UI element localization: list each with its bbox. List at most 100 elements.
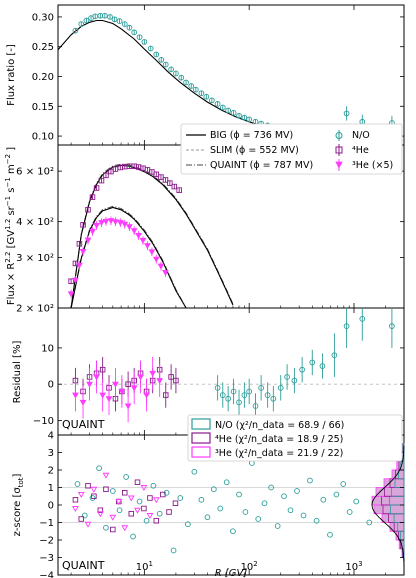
point-z-no [185,521,191,528]
point-ratio-no [188,83,195,89]
point-z-no [333,491,340,498]
point-z-no [313,517,320,524]
point-res-no [277,384,284,391]
point-ratio-no [116,18,123,24]
point-z-no [177,495,184,501]
point-flux-he4 [176,187,182,193]
legend-zscore: N/O (χ²/n_data = 68.9 / 66) ⁴He (χ²/n_da… [187,414,403,462]
legend-big: BIG (ϕ = 736 MV) [210,130,293,141]
point-flux-he3 [76,262,83,269]
hist-bin-he3 [383,478,405,488]
point-res-no [214,384,221,391]
ytick-label-0: 0.25 [32,42,54,53]
point-res-no [291,377,298,384]
point-z-no [346,509,353,515]
ylabel-zscore: z-score [σtot] [12,473,25,536]
point-ratio-no [83,17,90,24]
legend-he4: ⁴He [352,145,369,156]
point-z-he4 [85,483,91,489]
point-res-no [230,388,237,395]
point-z-he3 [146,513,154,520]
point-z-no [261,500,268,507]
legend-no-marker [335,130,343,141]
point-res-he3 [105,396,113,403]
hist-bin-he3 [371,495,405,506]
point-res-he4 [168,374,174,380]
point-z-he4 [153,518,160,524]
ytick-label-1: 2 × 10² [16,304,54,315]
point-flux-he3 [84,237,92,244]
point-res-he3 [137,374,144,381]
xtick-label: 102 [241,560,258,573]
point-z-no [268,484,274,491]
point-ratio-no [193,86,199,93]
series-quaint-3 [70,205,187,309]
point-flux-he3 [79,248,87,255]
point-z-he4 [110,526,116,533]
ytick-label-2: 0 [48,380,54,391]
point-res-no [258,384,264,391]
point-z-no [320,496,327,503]
point-z-he3 [140,485,148,492]
point-z-he3 [152,497,160,504]
point-res-no [309,359,316,366]
point-flux-he3 [144,243,151,250]
point-res-he4 [99,366,106,373]
point-ratio-no [121,21,128,27]
legend-slim: SLIM (ϕ = 552 MV) [210,145,299,156]
ytick-label-3: −4 [39,571,54,578]
point-ratio-no [236,112,242,119]
legend-zscore-no-swatch [191,418,211,430]
ytick-label-3: −1 [39,518,54,529]
point-z-he4 [172,500,179,507]
point-flux-he4 [89,194,96,200]
ytick-label-3: −3 [39,553,54,564]
plot-layer: 0.10 0.15 0.20 0.25 0.30 2 × 10² 3 × 10² 4 × 10… [16,5,405,578]
ytick-label-3: 4 [48,431,54,442]
point-z-no [96,465,102,472]
point-res-he4 [125,381,131,387]
point-z-no [366,519,373,526]
point-flux-he3 [135,233,142,239]
point-z-he3 [102,472,110,479]
point-z-he3 [84,521,92,528]
point-z-no [116,507,123,514]
point-ratio-no [198,90,205,97]
xlabel: R [GV] [215,568,248,578]
point-res-no [319,363,326,369]
point-flux-he3 [148,249,156,256]
point-flux-he3 [89,228,96,235]
point-flux-he4 [93,185,100,191]
series-big-2 [70,164,234,309]
point-res-he3 [124,403,132,410]
point-ratio-no [241,114,248,121]
series-big-3 [70,206,187,309]
ytick-label-3: 0 [48,501,54,512]
point-z-no [281,493,287,500]
point-z-he3 [127,495,135,502]
legend-he3: ³He (×5) [352,160,393,171]
point-z-no [130,533,136,540]
point-z-he3 [96,511,104,518]
point-flux-he3 [72,277,79,284]
point-z-he4 [78,516,85,522]
point-flux-he4 [171,183,178,190]
point-flux-he4 [98,177,105,184]
point-z-no [156,510,163,517]
annotation-residual: QUAINT [62,418,105,431]
point-ratio-no [78,21,85,27]
point-z-no [204,514,211,521]
point-res-he3 [149,370,157,377]
ylabel-flux: Flux × R2.2 [GV1.2 sr−1 s−1 m−2 ] [4,147,17,305]
hist-gaussian [371,445,405,567]
point-z-no [143,517,150,524]
point-ratio-no [141,39,148,45]
point-z-he4 [147,495,153,501]
point-z-no [255,516,262,522]
point-ratio-no [131,29,138,36]
point-res-he3 [72,392,79,399]
point-z-no [136,498,143,505]
point-z-no [170,547,177,554]
ytick-label-2: 10 [41,343,54,354]
